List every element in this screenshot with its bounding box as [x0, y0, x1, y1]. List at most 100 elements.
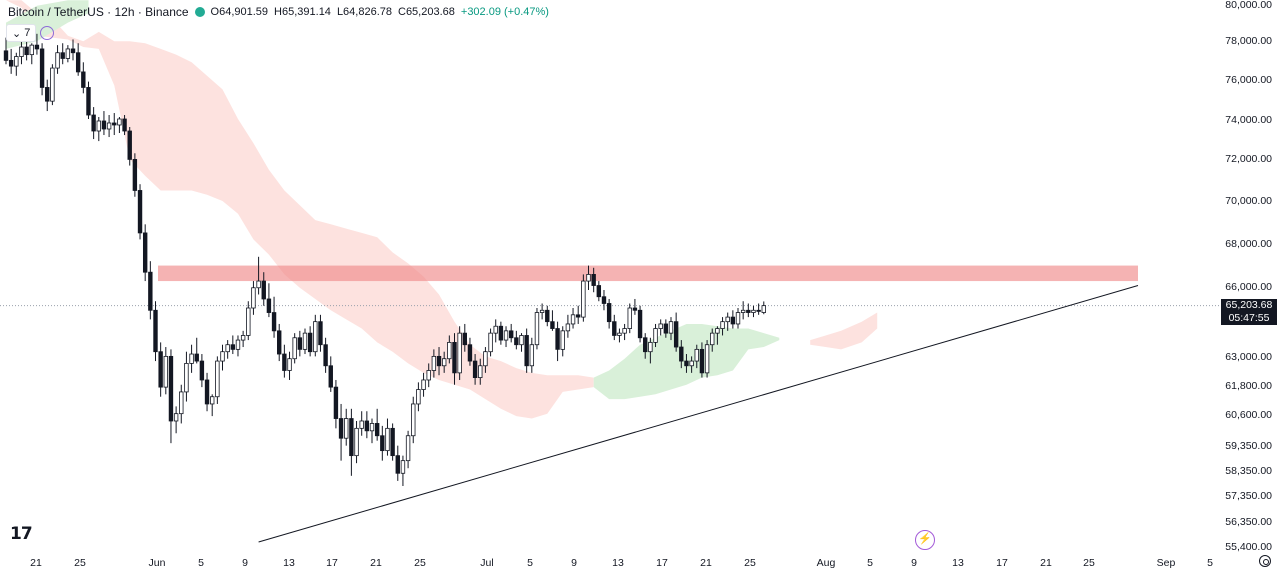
candle [725, 312, 730, 331]
candle-body [751, 309, 756, 313]
candle-body [421, 379, 426, 390]
time-tick-label: 17 [656, 557, 668, 569]
candle [323, 337, 328, 373]
indicator-toolbar: ⌄ 7 [6, 24, 55, 42]
candle-body [163, 355, 169, 388]
price-axis[interactable]: 80,000.00 78,000.00 76,000.00 74,000.00 72,0… [1225, 0, 1272, 553]
candle-body [380, 435, 385, 452]
candle [380, 425, 385, 461]
candle [271, 296, 277, 338]
candle-body [287, 358, 292, 371]
candle-body [266, 298, 272, 313]
candle [457, 326, 462, 380]
candle [534, 308, 540, 350]
candle-body [19, 46, 24, 57]
candle-body [70, 48, 76, 54]
candle [266, 283, 272, 318]
indicators-toggle-button[interactable]: ⌄ 7 [6, 24, 37, 42]
candle-body [96, 120, 101, 132]
candle-body [60, 52, 65, 59]
candle [684, 354, 689, 373]
candle [354, 420, 359, 464]
price-tick-label: 55,400.00 [1225, 541, 1272, 553]
candle-body [529, 344, 535, 367]
candle-body [519, 335, 524, 346]
candle-body [586, 274, 591, 282]
time-tick-label: 21 [700, 557, 712, 569]
candle-body [447, 341, 452, 360]
time-tick-label: 17 [996, 557, 1008, 569]
candle [3, 37, 9, 65]
ichimoku-cloud [6, 0, 878, 419]
candle [617, 328, 622, 343]
time-tick-label: Aug [817, 557, 836, 569]
candle-body [344, 418, 349, 439]
candle-body [534, 312, 540, 346]
symbol-title[interactable]: Bitcoin / TetherUS · 12h · Binance [8, 5, 189, 19]
candle-body [400, 460, 406, 474]
candle [60, 43, 65, 65]
candle-body [478, 365, 483, 378]
candle [14, 52, 19, 76]
candle-body [385, 427, 390, 452]
candle-body [168, 355, 174, 422]
candle-body [302, 332, 308, 350]
candle [622, 323, 627, 341]
candle [29, 43, 34, 65]
candle-body [271, 312, 277, 332]
candle-body [756, 309, 761, 312]
candle-body [184, 363, 189, 393]
candle [555, 321, 560, 362]
candle [55, 45, 60, 74]
candle [282, 344, 287, 378]
candle-body [153, 309, 158, 353]
candle-body [452, 341, 457, 374]
candle [560, 326, 565, 357]
candle-body [508, 330, 514, 339]
tradingview-logo[interactable]: 17 [10, 524, 33, 544]
time-tick-label: 13 [283, 557, 295, 569]
candle-body [704, 344, 710, 374]
candle-body [395, 455, 400, 474]
candle [106, 115, 112, 138]
candle-body [323, 344, 328, 367]
ichimoku-indicator-icon[interactable] [40, 26, 55, 40]
candle-body [282, 353, 287, 371]
candle [694, 344, 699, 369]
candle-body [106, 122, 112, 130]
time-tick-label: Jun [149, 557, 166, 569]
candle [730, 310, 736, 329]
trendline[interactable] [258, 285, 1139, 543]
candle [81, 62, 86, 94]
candle [591, 267, 596, 293]
candle-body [684, 360, 689, 367]
time-axis[interactable]: 21 25 Jun 5 9 13 17 21 25 Jul 5 9 13 17 21 25 Aug 5 9 13 17 2… [30, 557, 1213, 569]
candle [101, 111, 107, 136]
candle [19, 39, 24, 65]
legend-header: Bitcoin / TetherUS · 12h · Binance O64,9… [8, 4, 549, 20]
candle [462, 323, 467, 352]
candle [550, 310, 555, 331]
time-tick-label: 17 [326, 557, 338, 569]
candle [225, 340, 230, 359]
candle-body [472, 360, 478, 378]
resistance-zone[interactable] [158, 265, 1138, 282]
lightning-icon[interactable]: ⚡ [915, 530, 935, 550]
candle [122, 115, 127, 136]
candle-body [689, 360, 694, 367]
candle [483, 347, 488, 373]
candle-body [637, 309, 643, 339]
last-price-value: 65,203.68 [1225, 299, 1273, 311]
candle-body [173, 413, 179, 422]
candle-body [8, 59, 14, 67]
candle-body [715, 328, 720, 334]
candle [416, 382, 421, 412]
low-value: L64,826.78 [336, 6, 392, 18]
candle [277, 323, 282, 362]
candle [132, 153, 138, 197]
candle [395, 445, 400, 481]
candle [405, 430, 411, 469]
settings-gear-icon[interactable] [1259, 555, 1271, 567]
candle-body [204, 379, 210, 405]
